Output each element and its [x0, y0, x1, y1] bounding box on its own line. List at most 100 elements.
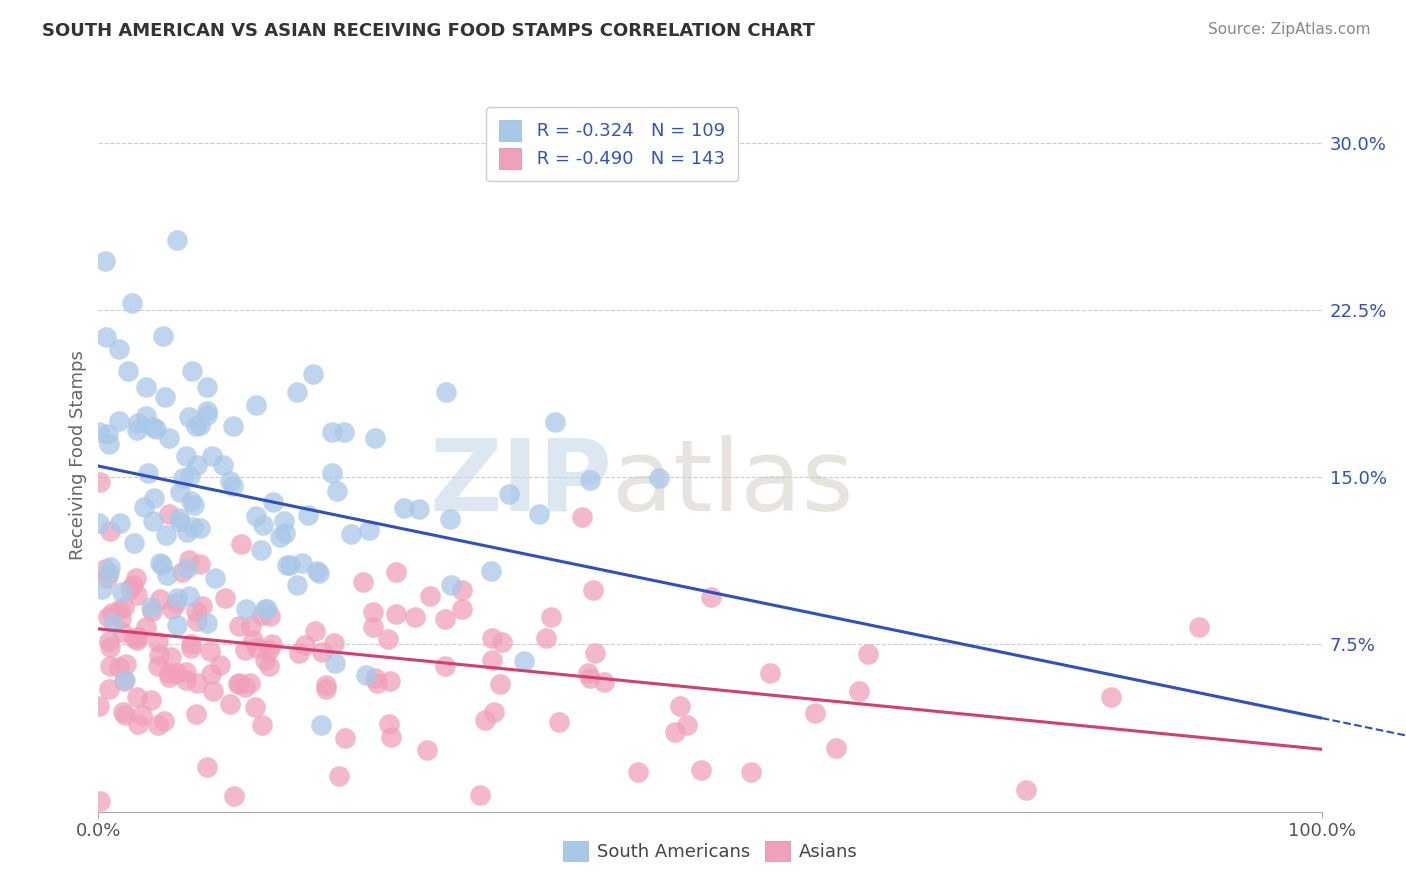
Point: [184, 604, 207, 618]
Point: [468, 788, 491, 802]
Point: [148, 648, 170, 663]
Point: [96, 571, 118, 585]
Point: [253, 653, 276, 667]
Text: Source: ZipAtlas.com: Source: ZipAtlas.com: [1208, 22, 1371, 37]
Point: [498, 487, 520, 501]
Point: [804, 706, 827, 720]
Point: [576, 665, 599, 680]
Point: [440, 578, 463, 592]
Point: [181, 363, 204, 377]
Point: [664, 725, 686, 739]
Point: [262, 637, 284, 651]
Point: [288, 646, 311, 660]
Point: [1015, 783, 1038, 797]
Point: [434, 612, 457, 626]
Point: [125, 690, 148, 705]
Point: [321, 466, 343, 480]
Point: [285, 578, 308, 592]
Point: [491, 635, 513, 649]
Point: [108, 413, 131, 427]
Point: [186, 458, 208, 472]
Point: [190, 557, 212, 571]
Point: [101, 615, 124, 630]
Point: [155, 527, 177, 541]
Point: [315, 678, 337, 692]
Point: [131, 708, 153, 723]
Point: [115, 657, 138, 672]
Point: [380, 731, 402, 745]
Point: [269, 530, 291, 544]
Point: [167, 511, 190, 525]
Point: [304, 624, 326, 638]
Point: [166, 618, 188, 632]
Point: [195, 404, 218, 418]
Point: [544, 415, 567, 429]
Point: [242, 632, 264, 647]
Point: [489, 677, 512, 691]
Point: [149, 557, 172, 571]
Point: [136, 466, 159, 480]
Point: [848, 684, 870, 698]
Point: [527, 507, 550, 521]
Point: [166, 233, 188, 247]
Point: [121, 295, 143, 310]
Point: [285, 385, 308, 400]
Point: [219, 697, 242, 711]
Point: [593, 674, 616, 689]
Point: [856, 647, 879, 661]
Point: [172, 471, 194, 485]
Point: [142, 514, 165, 528]
Point: [87, 516, 110, 530]
Point: [246, 640, 269, 655]
Point: [89, 699, 111, 714]
Point: [294, 638, 316, 652]
Point: [166, 591, 188, 605]
Point: [250, 718, 273, 732]
Point: [276, 558, 298, 572]
Point: [309, 718, 332, 732]
Point: [627, 764, 650, 779]
Point: [384, 607, 406, 622]
Point: [291, 556, 314, 570]
Point: [108, 516, 131, 530]
Point: [98, 566, 121, 581]
Point: [122, 631, 145, 645]
Point: [169, 515, 191, 529]
Point: [333, 425, 356, 439]
Point: [335, 731, 357, 745]
Point: [254, 602, 277, 616]
Point: [200, 644, 222, 658]
Point: [824, 740, 846, 755]
Point: [481, 632, 503, 646]
Point: [166, 666, 188, 681]
Point: [177, 409, 200, 424]
Text: atlas: atlas: [612, 435, 853, 532]
Point: [179, 469, 201, 483]
Point: [176, 524, 198, 539]
Point: [112, 705, 135, 719]
Point: [124, 571, 146, 585]
Point: [481, 653, 503, 667]
Point: [127, 630, 149, 644]
Y-axis label: Receiving Food Stamps: Receiving Food Stamps: [69, 350, 87, 560]
Point: [110, 611, 132, 625]
Point: [297, 508, 319, 523]
Point: [195, 616, 218, 631]
Point: [416, 743, 439, 757]
Point: [89, 475, 111, 489]
Point: [197, 409, 219, 423]
Point: [222, 419, 245, 434]
Point: [405, 610, 427, 624]
Point: [364, 431, 387, 445]
Point: [311, 644, 333, 658]
Point: [240, 619, 263, 633]
Point: [249, 543, 271, 558]
Point: [190, 417, 212, 432]
Point: [326, 483, 349, 498]
Point: [142, 491, 165, 506]
Point: [127, 633, 149, 648]
Point: [357, 523, 380, 537]
Point: [235, 602, 257, 616]
Point: [434, 658, 457, 673]
Point: [252, 517, 274, 532]
